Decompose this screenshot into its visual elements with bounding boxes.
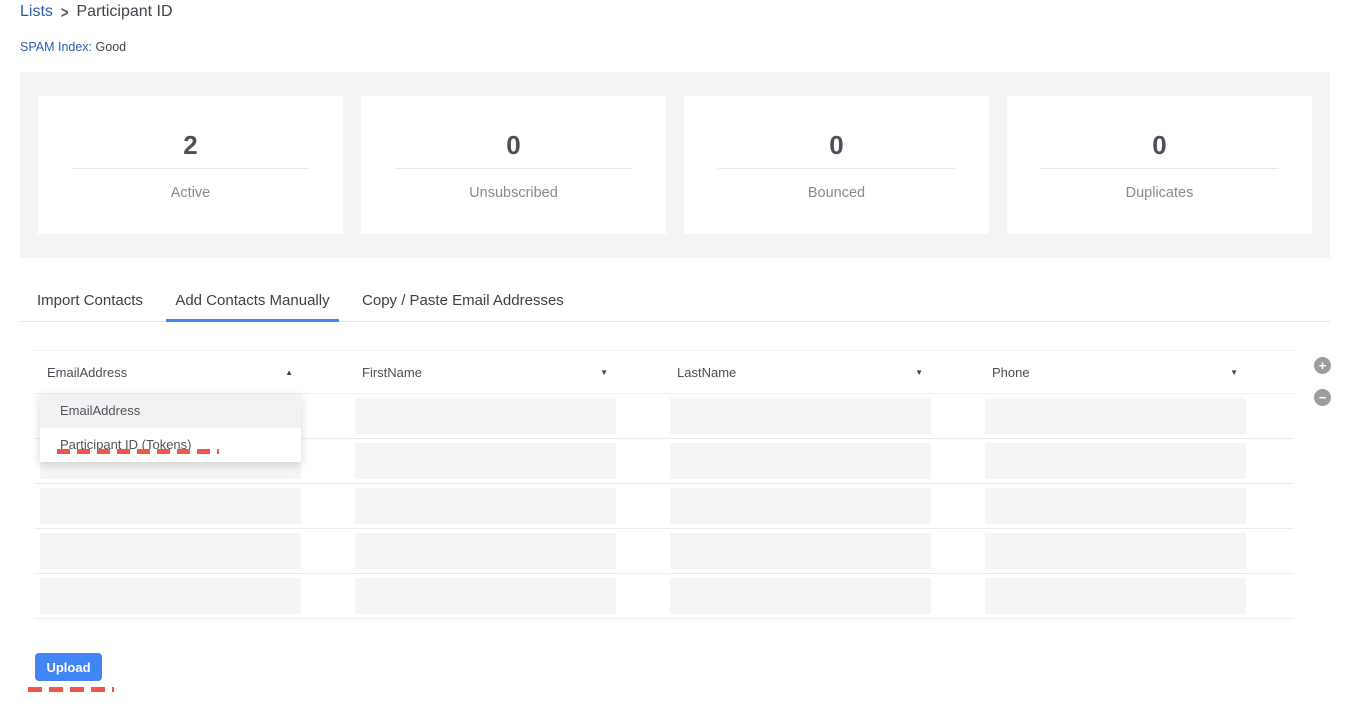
red-dashed-annotation <box>57 449 219 454</box>
contact-field-input[interactable] <box>670 443 931 479</box>
breadcrumb-lists-link[interactable]: Lists <box>20 3 53 20</box>
column-select-lastname[interactable]: LastName ▼ <box>664 351 979 393</box>
tab-add-contacts-manually[interactable]: Add Contacts Manually <box>166 283 339 322</box>
contact-field-input[interactable] <box>985 578 1246 614</box>
contact-field-input[interactable] <box>985 443 1246 479</box>
table-row <box>34 529 1294 574</box>
add-row-button[interactable]: + <box>1314 357 1331 374</box>
table-cell <box>979 398 1294 438</box>
stat-card-active: 2 Active <box>38 96 343 234</box>
contact-field-input[interactable] <box>985 533 1246 569</box>
table-cell <box>979 443 1294 483</box>
remove-row-button[interactable]: − <box>1314 389 1331 406</box>
table-cell <box>349 578 664 618</box>
contact-field-input[interactable] <box>40 578 301 614</box>
contact-field-input[interactable] <box>670 488 931 524</box>
column-select-emailaddress[interactable]: EmailAddress ▲ <box>34 351 349 393</box>
contact-field-input[interactable] <box>355 398 616 434</box>
stat-card-bounced: 0 Bounced <box>684 96 989 234</box>
stat-value: 0 <box>829 130 844 160</box>
contact-field-input[interactable] <box>40 488 301 524</box>
table-cell <box>664 533 979 573</box>
contact-field-input[interactable] <box>670 533 931 569</box>
upload-button[interactable]: Upload <box>35 653 102 681</box>
stat-divider <box>717 168 956 169</box>
table-cell <box>349 398 664 438</box>
tab-import-contacts[interactable]: Import Contacts <box>37 292 143 309</box>
contact-field-input[interactable] <box>985 398 1246 434</box>
table-header-row: EmailAddress ▲ FirstName ▼ LastName ▼ Ph… <box>34 350 1294 394</box>
table-cell <box>979 488 1294 528</box>
table-cell <box>664 488 979 528</box>
dropdown-option-participant-id-tokens[interactable]: Participant ID (Tokens) <box>60 437 192 452</box>
contact-field-input[interactable] <box>40 533 301 569</box>
spam-index-value: Good <box>95 40 127 54</box>
column-select-label: LastName <box>677 364 737 380</box>
contact-field-input[interactable] <box>670 398 931 434</box>
column-select-label: FirstName <box>362 364 422 380</box>
contact-field-input[interactable] <box>985 488 1246 524</box>
table-cell <box>349 443 664 483</box>
stat-divider <box>1040 168 1279 169</box>
stat-value: 0 <box>506 130 521 160</box>
table-cell <box>664 443 979 483</box>
table-cell <box>349 488 664 528</box>
column-field-dropdown: EmailAddress Participant ID (Tokens) <box>40 394 301 462</box>
contact-field-input[interactable] <box>355 443 616 479</box>
stat-card-unsubscribed: 0 Unsubscribed <box>361 96 666 234</box>
table-cell <box>349 533 664 573</box>
stat-label: Bounced <box>807 185 866 201</box>
stats-panel: 2 Active 0 Unsubscribed 0 Bounced 0 Dupl… <box>20 72 1330 258</box>
table-cell <box>34 578 349 618</box>
table-row <box>34 574 1294 619</box>
caret-down-icon: ▼ <box>1230 367 1238 377</box>
breadcrumb-current: Participant ID <box>76 3 173 20</box>
contacts-table: EmailAddress ▲ FirstName ▼ LastName ▼ Ph… <box>34 350 1294 619</box>
contact-field-input[interactable] <box>355 488 616 524</box>
table-row <box>34 484 1294 529</box>
column-select-firstname[interactable]: FirstName ▼ <box>349 351 664 393</box>
breadcrumb: Lists > Participant ID <box>20 2 173 22</box>
stat-divider <box>71 168 310 169</box>
contact-field-input[interactable] <box>355 578 616 614</box>
tab-bar: Import Contacts Add Contacts Manually Co… <box>20 283 1330 322</box>
table-cell <box>664 398 979 438</box>
column-select-phone[interactable]: Phone ▼ <box>979 351 1294 393</box>
stat-divider <box>394 168 633 169</box>
tab-copy-paste-email-addresses[interactable]: Copy / Paste Email Addresses <box>362 292 564 309</box>
caret-down-icon: ▼ <box>600 367 608 377</box>
stat-value: 0 <box>1152 130 1167 160</box>
table-cell <box>979 533 1294 573</box>
stat-card-duplicates: 0 Duplicates <box>1007 96 1312 234</box>
dropdown-option-emailaddress[interactable]: EmailAddress <box>40 394 301 428</box>
spam-index: SPAM Index: Good <box>20 40 126 54</box>
stat-value: 2 <box>183 130 198 160</box>
red-dashed-annotation <box>28 687 114 692</box>
breadcrumb-chevron-icon: > <box>60 2 69 22</box>
spam-index-label: SPAM Index: <box>20 40 93 54</box>
contact-field-input[interactable] <box>670 578 931 614</box>
table-cell <box>664 578 979 618</box>
stat-label: Active <box>170 185 211 201</box>
table-cell <box>34 488 349 528</box>
stat-label: Unsubscribed <box>469 185 558 201</box>
table-cell <box>34 533 349 573</box>
column-select-label: EmailAddress <box>47 364 128 380</box>
caret-up-icon: ▲ <box>285 367 293 377</box>
column-select-label: Phone <box>992 364 1030 380</box>
table-cell <box>979 578 1294 618</box>
contact-field-input[interactable] <box>355 533 616 569</box>
stat-label: Duplicates <box>1125 185 1194 201</box>
caret-down-icon: ▼ <box>915 367 923 377</box>
